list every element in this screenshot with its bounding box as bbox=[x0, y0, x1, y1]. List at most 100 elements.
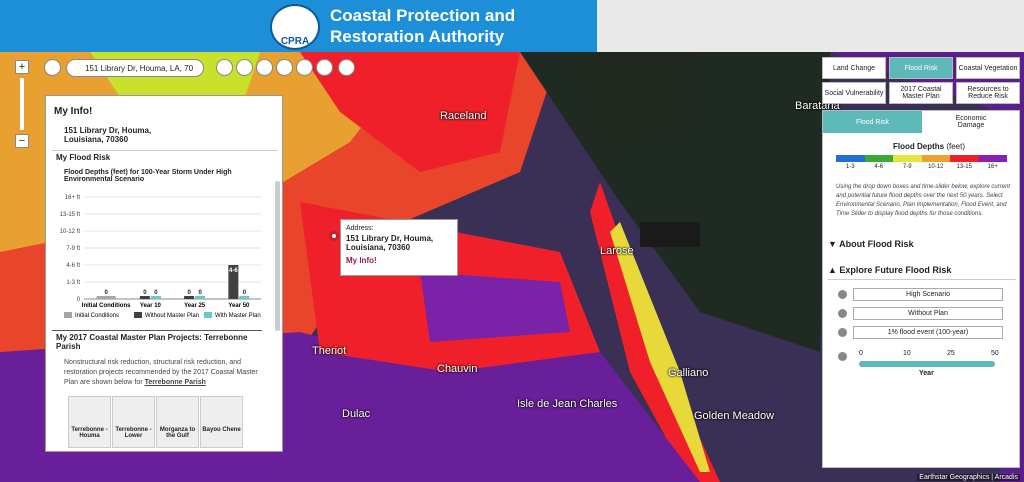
value-label: 0 bbox=[198, 290, 202, 296]
legend-swatch bbox=[921, 155, 950, 162]
legend-item: 13-15 bbox=[950, 155, 979, 170]
legend-swatch bbox=[204, 312, 212, 318]
legend-label: Initial Conditions bbox=[75, 313, 119, 319]
attribution: Earthstar Geographics | Arcadis bbox=[917, 474, 1020, 481]
description-text: Nonstructural risk reduction, structural… bbox=[64, 359, 258, 386]
select[interactable]: 1% flood event (100-year) bbox=[853, 326, 1003, 339]
bar bbox=[184, 296, 195, 299]
x-tick-label: Year 25 bbox=[184, 303, 206, 309]
zoom-slider[interactable] bbox=[20, 78, 24, 130]
legend-label: 4-6 bbox=[874, 164, 884, 170]
x-tick-label: Initial Conditions bbox=[82, 303, 131, 309]
project-card[interactable]: Terrebonne - Houma bbox=[68, 396, 111, 448]
slider-tick: 50 bbox=[991, 350, 999, 357]
place-label: Chauvin bbox=[437, 363, 478, 375]
select[interactable]: Without Plan bbox=[853, 307, 1003, 320]
layer-tab[interactable]: Land Change bbox=[822, 57, 886, 79]
value-label: 0 bbox=[104, 290, 108, 296]
popup-label: Address: bbox=[346, 225, 374, 232]
tool-button[interactable] bbox=[296, 59, 313, 76]
y-tick-label: 13-15 ft bbox=[60, 212, 81, 218]
legend-swatch bbox=[134, 312, 142, 318]
legend-swatch bbox=[950, 155, 979, 162]
bar bbox=[139, 296, 150, 299]
value-label: 0 bbox=[187, 290, 191, 296]
scrollbar[interactable] bbox=[275, 181, 280, 331]
header-title: Coastal Protection and bbox=[330, 6, 516, 25]
y-tick-label: 0 bbox=[77, 297, 81, 303]
header-title: Restoration Authority bbox=[330, 27, 505, 46]
tab[interactable]: Economic Damage bbox=[955, 115, 987, 129]
info-panel: My Info! 151 Library Dr, Houma, Louisian… bbox=[45, 95, 283, 452]
layer-tab[interactable]: Coastal Vegetation bbox=[956, 57, 1020, 79]
legend-label: 1-3 bbox=[845, 164, 855, 170]
explore: Explore Future Flood Risk bbox=[839, 265, 952, 275]
tool-button[interactable] bbox=[216, 59, 233, 76]
place-label: Isle de Jean Charles bbox=[517, 398, 618, 410]
popup-address: 151 Library Dr, Houma, Louisiana, 70360 bbox=[346, 234, 434, 252]
legend-item: 4-6 bbox=[864, 155, 893, 170]
chart-title: Flood Depths (feet) for 100-Year Storm U… bbox=[64, 169, 232, 183]
fullscreen-button[interactable] bbox=[44, 59, 61, 76]
section-title: My Flood Risk bbox=[56, 153, 111, 162]
zoom-in[interactable]: + bbox=[15, 60, 29, 74]
value-label: 4-6 bbox=[229, 268, 238, 274]
select[interactable]: High Scenario bbox=[853, 288, 1003, 301]
y-tick-label: 10-12 ft bbox=[60, 229, 81, 235]
bar bbox=[195, 296, 206, 299]
time-slider[interactable] bbox=[859, 361, 995, 367]
layer-tab[interactable]: Social Vulnerability bbox=[822, 82, 886, 104]
project-card[interactable]: Bayou Chene bbox=[200, 396, 243, 448]
slider-label: Year bbox=[919, 370, 934, 377]
popup-link[interactable]: My Info! bbox=[346, 256, 377, 265]
chart: 0 1-3 ft 4-6 ft 7-9 ft 10-12 ft 13-15 ft 16+ f… bbox=[60, 195, 261, 319]
bar bbox=[96, 296, 116, 299]
slider-tick: 0 bbox=[859, 350, 863, 357]
legend-label: With Master Plan bbox=[215, 313, 261, 319]
layer-tab[interactable]: 2017 Coastal Master Plan bbox=[889, 82, 953, 104]
section-title[interactable]: ▼ About Flood Risk bbox=[828, 239, 914, 249]
place-label: Galliano bbox=[668, 367, 709, 379]
legend-swatch bbox=[836, 155, 865, 162]
slider-tick: 25 bbox=[947, 350, 955, 357]
legend-swatch bbox=[64, 312, 72, 318]
x-tick-label: Year 50 bbox=[228, 303, 250, 309]
value-label: 0 bbox=[154, 290, 158, 296]
search-box[interactable]: 151 Library Dr, Houma, LA, 70 bbox=[66, 59, 204, 77]
zoom-out[interactable]: − bbox=[15, 134, 29, 148]
legend-title: Flood Depths bbox=[893, 142, 945, 151]
address-popup: Address: 151 Library Dr, Houma, Louisian… bbox=[340, 219, 458, 276]
parish-link[interactable]: Terrebonne Parish bbox=[144, 379, 206, 386]
layer-tab[interactable]: Resources to Reduce Risk bbox=[956, 82, 1020, 104]
y-tick-label: 1-3 ft bbox=[66, 280, 80, 286]
project-card[interactable]: Morganza to the Gulf bbox=[156, 396, 199, 448]
slider-tick: 10 bbox=[903, 350, 911, 357]
place-label: Raceland bbox=[440, 110, 487, 122]
tool-button[interactable] bbox=[276, 59, 293, 76]
description: Using the drop down boxes and time-slide… bbox=[836, 184, 1011, 217]
tool-button[interactable] bbox=[236, 59, 253, 76]
place-label: Dulac bbox=[342, 408, 371, 420]
tool-button[interactable] bbox=[316, 59, 333, 76]
panel-address: 151 Library Dr, Houma, Louisiana, 70360 bbox=[64, 126, 152, 144]
legend-label: 10-12 bbox=[928, 164, 944, 170]
project-cards: Terrebonne - Houma Terrebonne - Lower Morg… bbox=[68, 396, 243, 448]
tool-button[interactable] bbox=[256, 59, 273, 76]
section-title: My 2017 Coastal Master Plan Projects: Te… bbox=[56, 333, 248, 351]
legend-item: 1-3 bbox=[836, 155, 865, 170]
tool-button[interactable] bbox=[338, 59, 355, 76]
legend-label: 16+ bbox=[987, 164, 998, 170]
legend: 1-3 4-6 7-9 10-12 13-15 16+ bbox=[836, 155, 1007, 170]
place-label: Golden Meadow bbox=[694, 410, 775, 422]
tab[interactable]: Flood Risk bbox=[823, 111, 922, 133]
project-card[interactable]: Terrebonne - Lower bbox=[112, 396, 155, 448]
bar bbox=[228, 265, 239, 299]
legend-label: 7-9 bbox=[902, 164, 912, 170]
layer-tab[interactable]: Flood Risk bbox=[889, 57, 953, 79]
section-title[interactable]: ▲ Explore Future Flood Risk bbox=[828, 265, 952, 275]
description: Nonstructural risk reduction, structural… bbox=[64, 358, 264, 388]
legend-swatch bbox=[978, 155, 1007, 162]
about: About Flood Risk bbox=[839, 239, 914, 249]
legend-label: 13-15 bbox=[956, 164, 972, 170]
